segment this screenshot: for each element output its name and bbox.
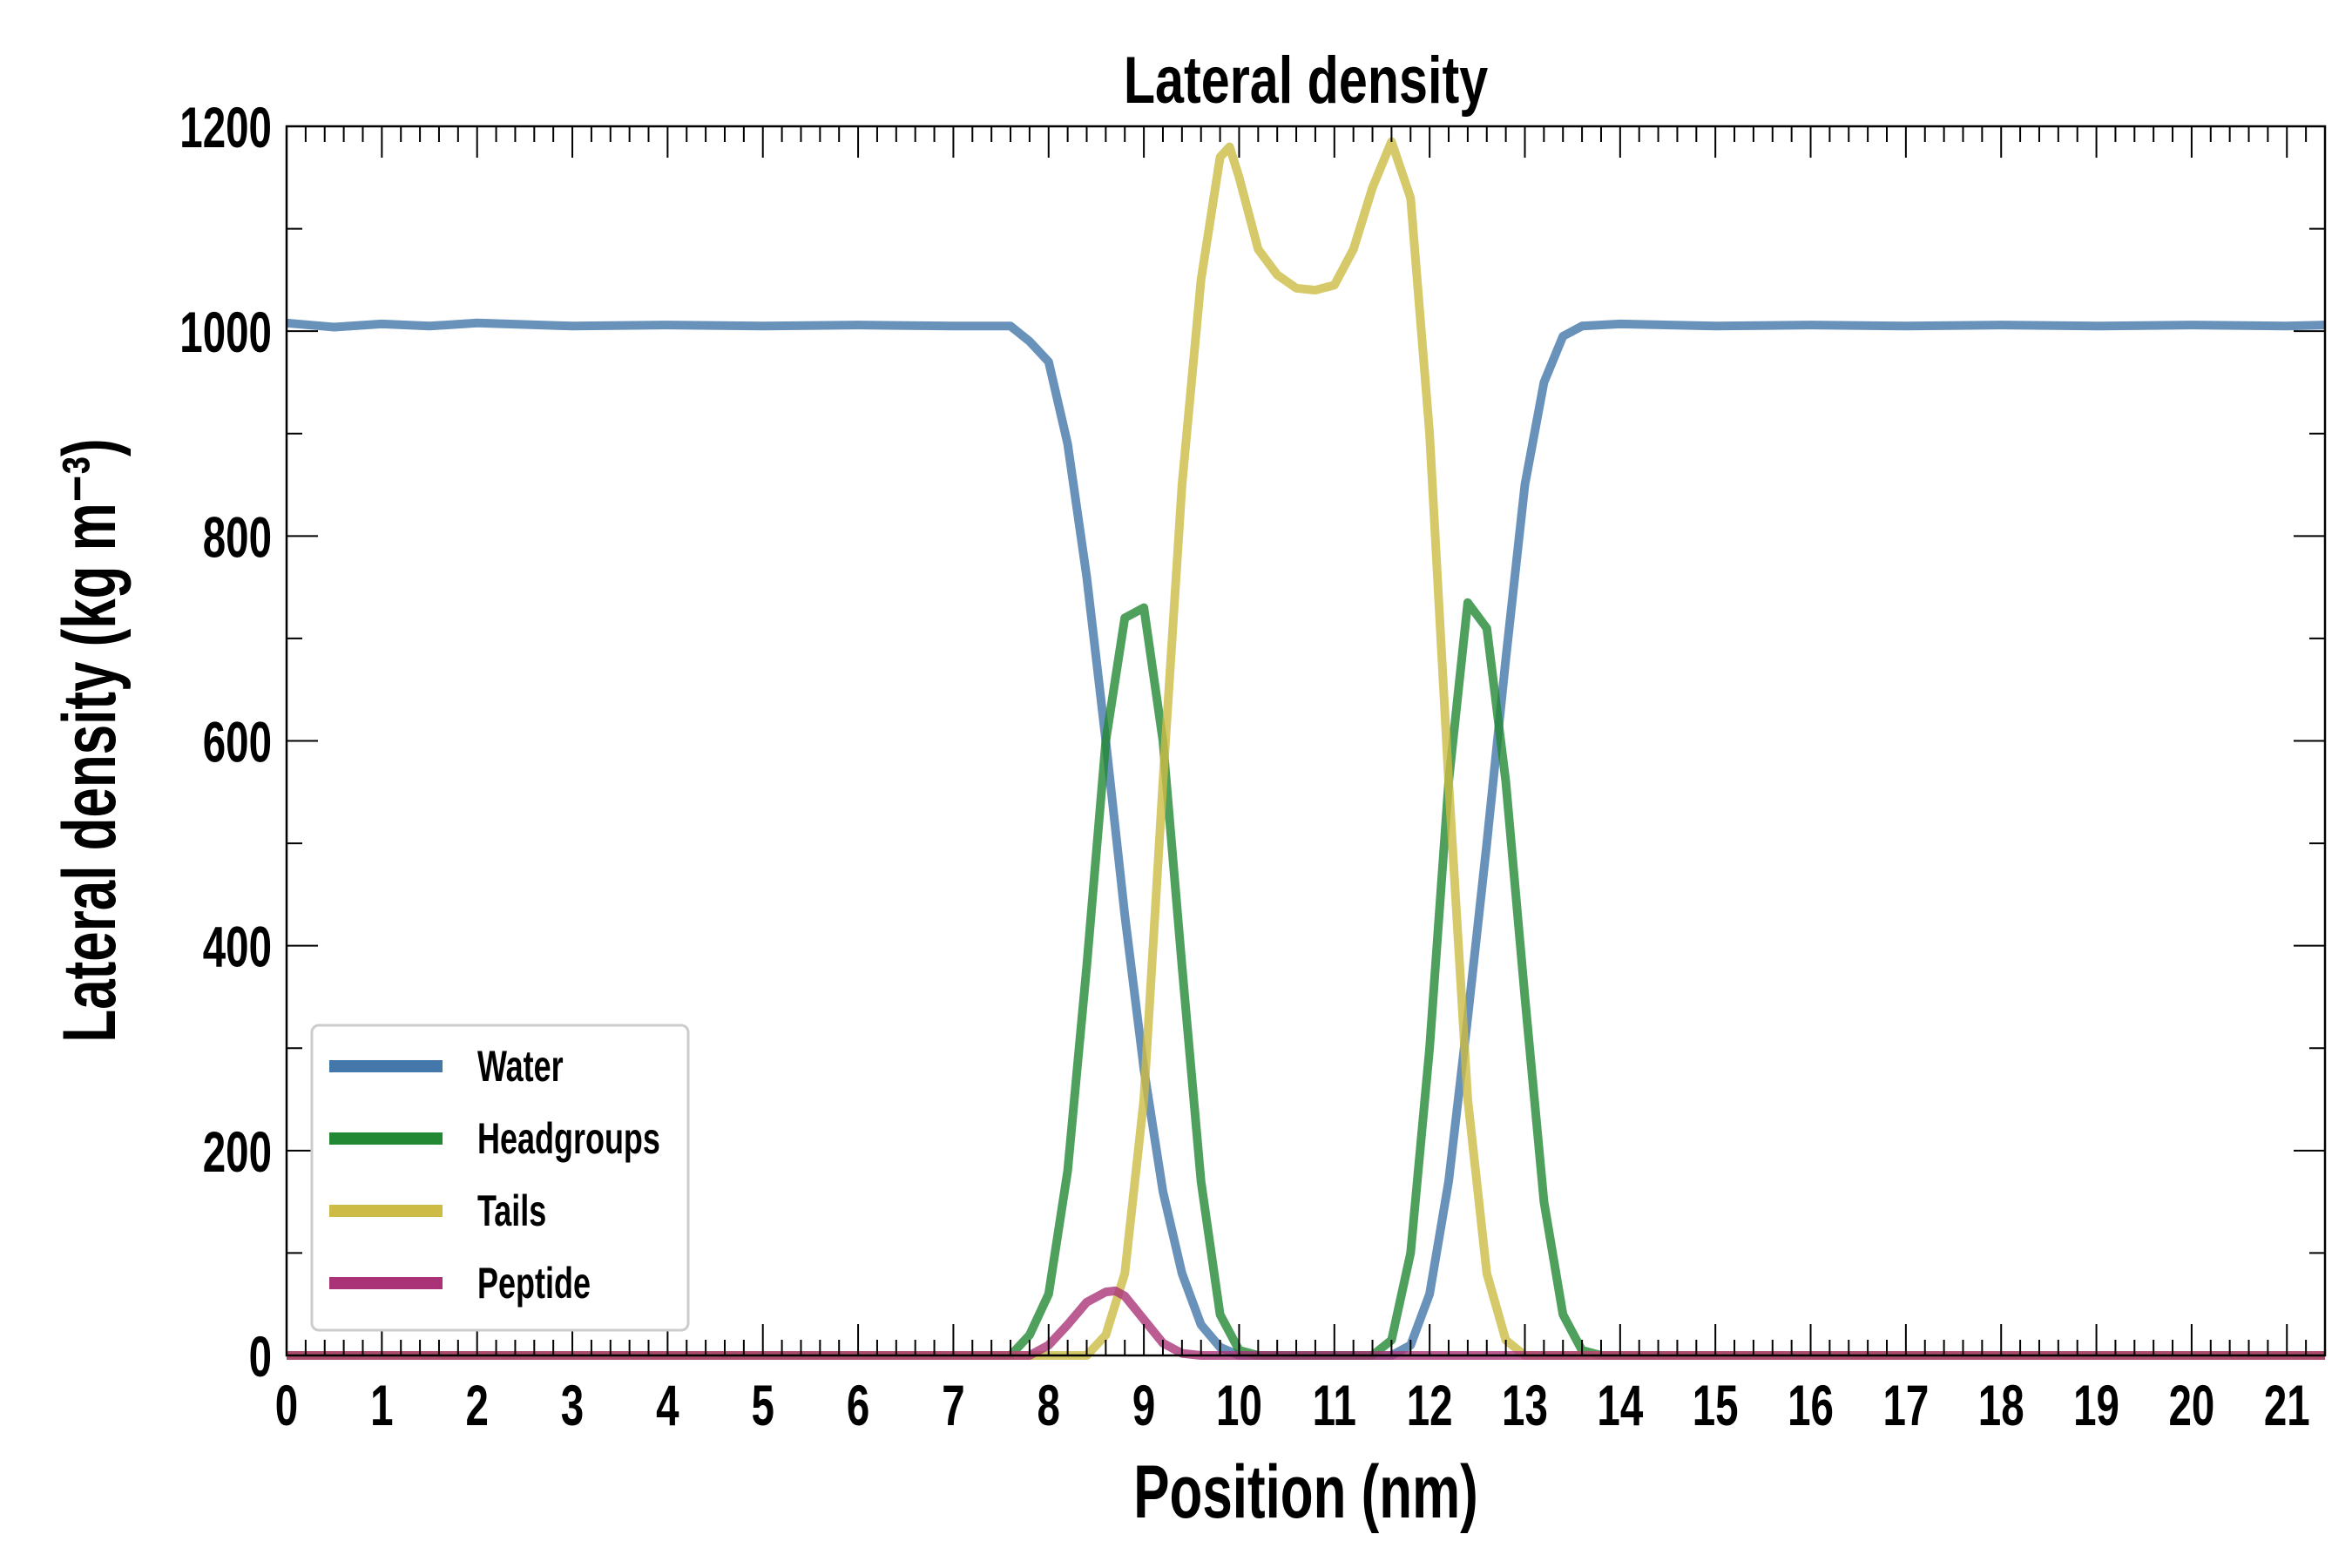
chart-title: Lateral density <box>1124 44 1488 118</box>
tick-labels: 0 1 2 3 4 5 6 7 8 9 10 11 12 13 14 15 16 17 18 19 20 21020040… <box>179 96 2309 1437</box>
legend: Water Headgroups Tails Peptide <box>310 1024 690 1332</box>
legend-label: Water <box>477 1043 564 1091</box>
x-tick-label: 2 <box>465 1374 488 1437</box>
x-tick-label: 13 <box>1502 1374 1548 1437</box>
x-tick-label: 8 <box>1037 1374 1060 1437</box>
series-line-tails <box>287 137 2325 1360</box>
legend-label: Peptide <box>477 1260 591 1308</box>
x-tick-label: 6 <box>847 1374 869 1437</box>
x-tick-label: 16 <box>1788 1374 1834 1437</box>
x-tick-label: 10 <box>1216 1374 1262 1437</box>
x-tick-label: 11 <box>1313 1374 1356 1437</box>
plot-frame <box>285 125 2327 1357</box>
x-tick-label: 3 <box>561 1374 584 1437</box>
y-tick-label: 1200 <box>179 96 272 159</box>
legend-label: Tails <box>477 1187 546 1235</box>
legend-frame <box>310 1024 690 1332</box>
y-tick-label: 200 <box>203 1120 272 1184</box>
x-tick-label: 21 <box>2264 1374 2310 1437</box>
x-tick-label: 14 <box>1597 1374 1643 1437</box>
legend-label: Headgroups <box>477 1115 660 1163</box>
y-tick-label: 1000 <box>179 301 272 365</box>
x-tick-label: 4 <box>656 1374 679 1437</box>
x-tick-label: 9 <box>1132 1374 1155 1437</box>
x-tick-label: 17 <box>1882 1374 1929 1437</box>
x-tick-label: 15 <box>1693 1374 1739 1437</box>
y-tick-label: 800 <box>203 506 272 570</box>
x-tick-label: 20 <box>2168 1374 2214 1437</box>
y-tick-label: 0 <box>249 1325 272 1389</box>
x-tick-label: 0 <box>275 1374 298 1437</box>
x-axis-label: Position (nm) <box>1133 1450 1478 1533</box>
y-tick-label: 600 <box>203 711 272 774</box>
x-tick-label: 1 <box>370 1374 393 1437</box>
x-tick-label: 12 <box>1407 1374 1453 1437</box>
x-tick-label: 19 <box>2073 1374 2119 1437</box>
x-tick-label: 18 <box>1978 1374 2024 1437</box>
x-tick-label: 5 <box>752 1374 774 1437</box>
y-tick-label: 400 <box>203 916 272 979</box>
y-axis-label: Lateral density (kg m⁻³) <box>47 438 131 1042</box>
x-tick-label: 7 <box>942 1374 964 1437</box>
